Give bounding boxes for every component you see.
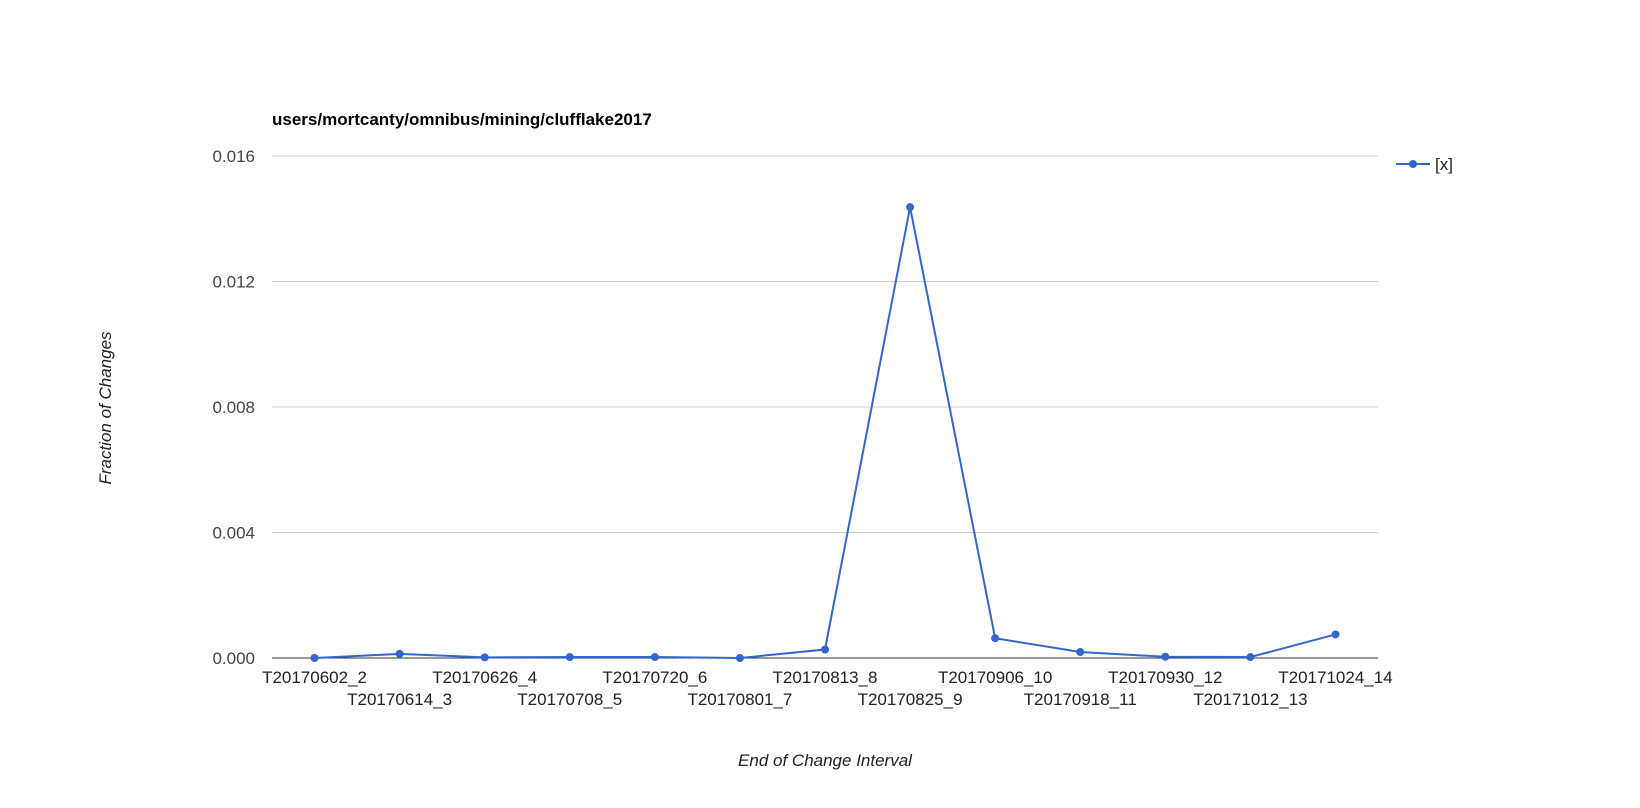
x-tick-label: T20171012_13 <box>1193 690 1307 709</box>
y-tick-label: 0.004 <box>212 524 255 543</box>
x-tick-label: T20170906_10 <box>938 668 1052 687</box>
data-point[interactable] <box>906 203 915 212</box>
data-point[interactable] <box>1076 648 1085 657</box>
x-tick-label: T20170720_6 <box>602 668 707 687</box>
data-point[interactable] <box>650 653 659 662</box>
data-point[interactable] <box>395 649 404 658</box>
data-point[interactable] <box>1161 652 1170 661</box>
y-axis-title: Fraction of Changes <box>96 331 115 485</box>
x-tick-label: T20170825_9 <box>858 690 963 709</box>
x-tick-label: T20170930_12 <box>1108 668 1222 687</box>
data-point[interactable] <box>735 654 744 662</box>
series-line <box>314 206 1336 660</box>
x-tick-label: T20170801_7 <box>687 690 792 709</box>
x-tick-label: T20170708_5 <box>517 690 622 709</box>
data-point[interactable] <box>310 654 319 662</box>
series-points <box>310 203 1340 662</box>
x-tick-label: T20171024_14 <box>1278 668 1392 687</box>
y-tick-label: 0.012 <box>212 273 255 292</box>
data-point[interactable] <box>1331 630 1340 639</box>
legend[interactable]: [x] <box>1396 155 1453 174</box>
x-tick-label: T20170614_3 <box>347 690 452 709</box>
data-point[interactable] <box>480 653 489 662</box>
data-point[interactable] <box>1246 653 1255 662</box>
x-tick-label: T20170918_11 <box>1024 690 1137 709</box>
x-axis-title: End of Change Interval <box>738 751 913 770</box>
x-axis-ticks: T20170602_2 T20170614_3 T20170626_4 T201707… <box>262 668 1393 709</box>
legend-label: [x] <box>1435 155 1453 174</box>
x-tick-label: T20170813_8 <box>773 668 878 687</box>
data-point[interactable] <box>991 634 1000 643</box>
chart-title: users/mortcanty/omnibus/mining/clufflake… <box>272 110 652 129</box>
y-axis-ticks: 0.000 0.004 0.008 0.012 0.016 <box>212 147 255 668</box>
x-tick-label: T20170626_4 <box>432 668 537 687</box>
legend-marker <box>1409 160 1417 168</box>
y-tick-label: 0.008 <box>212 398 255 417</box>
y-tick-label: 0.000 <box>212 649 255 668</box>
data-point[interactable] <box>565 653 574 662</box>
x-tick-label: T20170602_2 <box>262 668 367 687</box>
y-tick-label: 0.016 <box>212 147 255 166</box>
data-point[interactable] <box>821 645 829 654</box>
gridlines <box>272 155 1378 533</box>
